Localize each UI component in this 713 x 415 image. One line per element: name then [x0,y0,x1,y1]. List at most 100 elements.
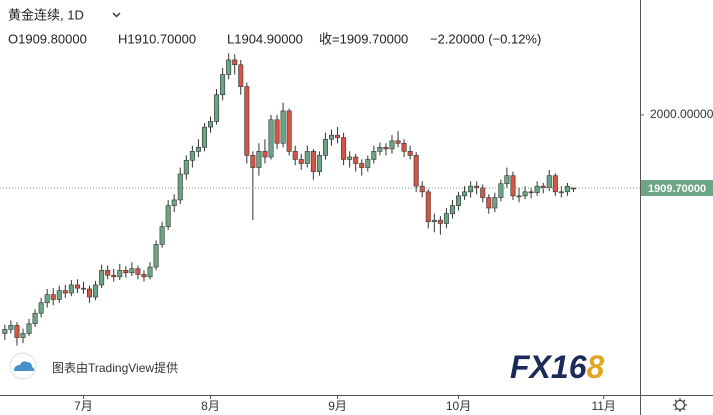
candle-body [189,151,195,161]
candle-body [74,284,80,289]
candle-body [304,151,310,164]
ohlc-item: H1910.70000 [118,31,196,46]
candle-body [141,274,147,278]
candle-body [516,195,522,198]
logo-text: FX168 [510,349,604,385]
candle-body [468,185,474,193]
candle-body [407,151,413,156]
candle-body [395,140,401,144]
candle-body [492,197,498,209]
candle-body [214,94,220,122]
candle-body [449,205,455,214]
candle-body [474,185,480,189]
candle-body [171,199,177,206]
logo-main: FX16 [510,349,587,385]
candle-body [359,163,365,168]
candle-body [504,175,510,185]
x-tick-label: 7月 [74,399,93,413]
candle-body [456,195,462,206]
candle-body [341,137,347,160]
candle-body [401,142,407,152]
candle-body [123,270,129,274]
candle-body [377,147,383,152]
candle-body [353,156,359,164]
candle-body [244,86,250,156]
candle-body [44,294,50,304]
candle-body [159,226,165,245]
candle-body [32,312,38,325]
candle-body [232,59,238,66]
candle-body [99,270,105,286]
candle-body [262,151,268,158]
candle-body [87,288,93,298]
candle-body [322,138,328,156]
candle-body [425,191,431,223]
candle-body [8,325,14,330]
candle-body [286,110,292,152]
ohlc-item: −2.20000 (−0.12%) [430,31,541,46]
candle-body [510,175,516,197]
candle-body [62,290,68,294]
candle-body [117,270,123,278]
tv-cloud-icon [14,361,35,371]
candle-body [383,147,389,150]
ohlc-item: L1904.90000 [227,31,303,46]
x-tick-label: 8月 [201,399,220,413]
candle-body [268,119,274,158]
candle-body [316,155,322,172]
candle-body [534,185,540,193]
candle-body [413,155,419,187]
candle-body [250,155,256,168]
candle-body [335,134,341,138]
candle-body [208,121,214,128]
candle-body [274,119,280,144]
candle-body [238,64,244,87]
candle-body [14,325,20,338]
candle-body [147,266,153,278]
candle-body [195,147,201,152]
ohlc-item: O1909.80000 [8,31,87,46]
candle-body [389,140,395,150]
candle-body [220,74,226,96]
candle-body [365,159,371,168]
candle-body [558,191,564,194]
candle-body [105,270,111,276]
candle-body [347,156,353,160]
attribution: 图表由TradingView提供 [52,360,178,375]
candle-body [498,183,504,198]
candle-body [522,191,528,197]
candle-body [226,59,232,75]
candle-body [38,302,44,314]
candle-body [371,151,377,160]
candle-body [80,287,86,290]
candle-body [165,205,171,227]
candle-body [50,294,56,300]
x-tick-label: 9月 [328,399,347,413]
dropdown-chevron[interactable] [112,12,121,18]
candle-body [437,219,443,224]
last-price-label: 1909.70000 [648,183,706,195]
candle-body [310,151,316,172]
candle-body [480,187,486,198]
candle-body [528,191,534,194]
candle-body [298,159,304,164]
candle-body [292,151,298,160]
candle-body [153,244,159,268]
candle-body [56,290,62,300]
candle-body [201,126,207,148]
candle-body [564,185,570,193]
candle-body [26,323,32,334]
last-price-box [641,180,713,197]
candle-body [2,329,8,334]
x-tick-label: 11月 [591,399,615,413]
settings-gear[interactable] [673,398,687,412]
candle-body [129,268,135,274]
candle-body [256,151,262,168]
candle-body [20,333,26,338]
logo-accent: 8 [586,349,604,385]
candle-body [486,197,492,209]
candle-body [443,213,449,224]
x-tick-label: 10月 [446,399,471,413]
